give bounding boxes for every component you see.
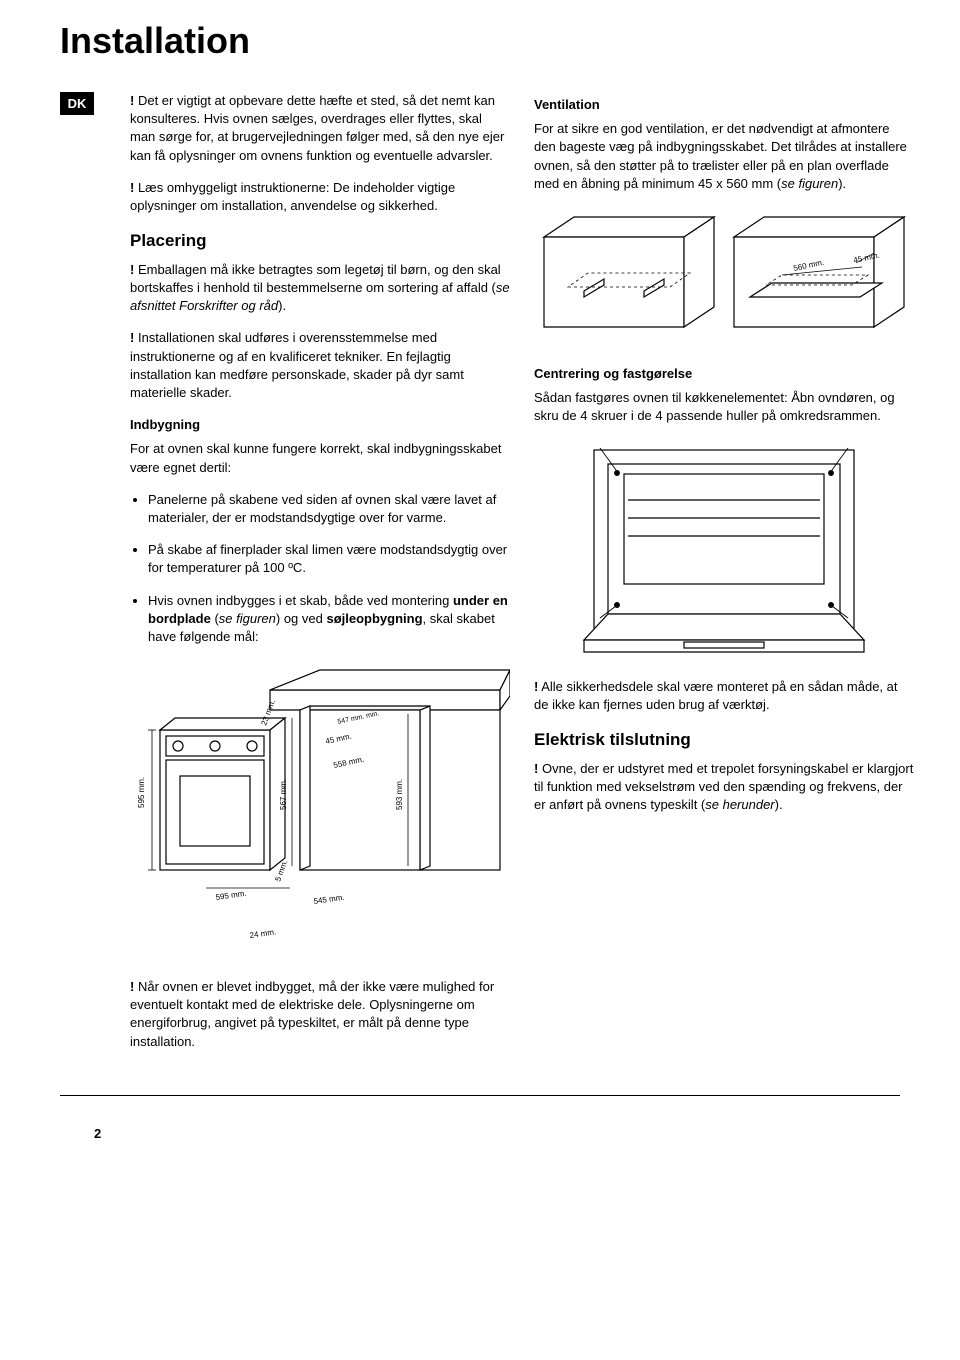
intro-para-1: ! Det er vigtigt at opbevare dette hæfte… — [130, 92, 510, 165]
intro-para-2: ! Læs omhyggeligt instruktionerne: De in… — [130, 179, 510, 215]
dim-24: 24 mm. — [249, 927, 277, 940]
placering-para-1: ! Emballagen må ikke betragtes som leget… — [130, 261, 510, 316]
indbygning-bullets: Panelerne på skabene ved siden af ovnen … — [130, 491, 510, 646]
footer-rule — [60, 1095, 900, 1096]
page-number: 2 — [94, 1126, 900, 1141]
figure-cabinet-dimensions: 595 mm. 23 mm. 567 mm. 5 mm. 595 mm. 24 … — [130, 660, 510, 960]
heading-elektrisk: Elektrisk tilslutning — [534, 728, 914, 752]
indbygning-para: For at ovnen skal kunne fungere korrekt,… — [130, 440, 510, 476]
dim-595b: 595 mm. — [215, 889, 247, 902]
dim-595: 595 mm. — [137, 777, 146, 808]
heading-indbygning: Indbygning — [130, 416, 510, 434]
figure-ventilation: 560 mm. 45 mm. — [534, 207, 914, 347]
post-figure-para: ! Når ovnen er blevet indbygget, må der … — [130, 978, 510, 1051]
page-title: Installation — [60, 20, 900, 62]
placering-para-2: ! Installationen skal udføres i overenss… — [130, 329, 510, 402]
dim-593: 593 mm. — [395, 779, 404, 810]
heading-placering: Placering — [130, 229, 510, 253]
bullet-1: Panelerne på skabene ved siden af ovnen … — [148, 491, 510, 527]
centrering-para: Sådan fastgøres ovnen til køkkenelemente… — [534, 389, 914, 425]
figure-oven-front — [534, 440, 914, 660]
column-right: Ventilation For at sikre en god ventilat… — [534, 92, 914, 1065]
bullet-3: Hvis ovnen indbygges i et skab, både ved… — [148, 592, 510, 647]
ventilation-para: For at sikre en god ventilation, er det … — [534, 120, 914, 193]
language-badge: DK — [60, 92, 94, 115]
dim-567: 567 mm. — [279, 779, 288, 810]
bullet-2: På skabe af finerplader skal limen være … — [148, 541, 510, 577]
heading-centrering: Centrering og fastgørelse — [534, 365, 914, 383]
safety-para: ! Alle sikkerhedsdele skal være monteret… — [534, 678, 914, 714]
elektrisk-para: ! Ovne, der er udstyret med et trepolet … — [534, 760, 914, 815]
column-left: ! Det er vigtigt at opbevare dette hæfte… — [130, 92, 510, 1065]
heading-ventilation: Ventilation — [534, 96, 914, 114]
dim-545: 545 mm. — [313, 893, 345, 906]
